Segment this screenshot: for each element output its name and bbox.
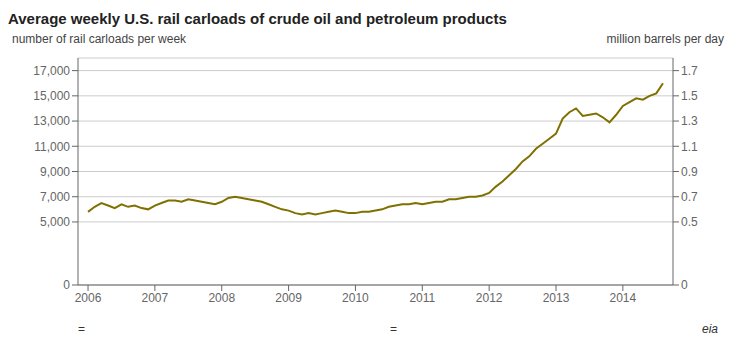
svg-text:5,000: 5,000 (40, 215, 70, 229)
svg-text:1.3: 1.3 (681, 114, 698, 128)
html-text:Average weekly U.S. rail carlo: Average weekly U.S. rail carloads of cru… (8, 10, 507, 27)
svg-text:13,000: 13,000 (33, 114, 70, 128)
svg-text:2008: 2008 (208, 291, 235, 305)
svg-text:2014: 2014 (610, 291, 637, 305)
svg-text:17,000: 17,000 (33, 64, 70, 78)
svg-text:0.5: 0.5 (681, 215, 698, 229)
svg-text:2013: 2013 (543, 291, 570, 305)
svg-text:9,000: 9,000 (40, 165, 70, 179)
html-text:number of rail carloads per we: number of rail carloads per week (12, 32, 187, 46)
svg-text:1.5: 1.5 (681, 89, 698, 103)
svg-text:15,000: 15,000 (33, 89, 70, 103)
svg-text:2012: 2012 (476, 291, 503, 305)
svg-text:2007: 2007 (142, 291, 169, 305)
svg-text:2009: 2009 (275, 291, 302, 305)
html-text:eia: eia (702, 322, 718, 336)
html-text:million barrels per day: million barrels per day (606, 32, 724, 46)
svg-text:2011: 2011 (409, 291, 435, 305)
svg-text:2006: 2006 (75, 291, 102, 305)
svg-text:0.7: 0.7 (681, 190, 698, 204)
svg-text:0: 0 (63, 278, 70, 292)
svg-text:0: 0 (681, 278, 688, 292)
svg-text:11,000: 11,000 (34, 140, 70, 154)
svg-text:1.7: 1.7 (681, 64, 698, 78)
svg-text:0.9: 0.9 (681, 165, 698, 179)
svg-text:1.1: 1.1 (681, 140, 698, 154)
svg-text:7,000: 7,000 (40, 190, 70, 204)
svg-text:2010: 2010 (342, 291, 369, 305)
